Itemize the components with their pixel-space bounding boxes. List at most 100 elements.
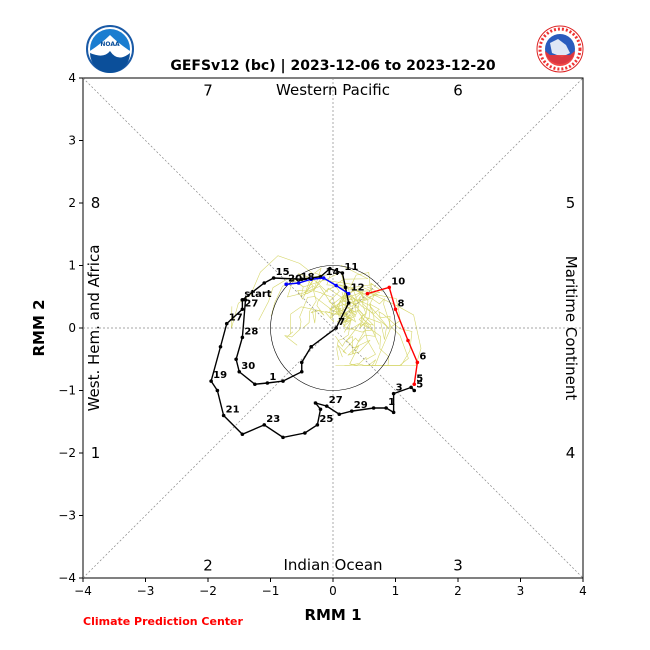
phase-numbers: 7 68 51 42 3 — [91, 82, 576, 575]
ensemble-member-line — [340, 286, 422, 366]
forecast-red-point — [365, 291, 370, 296]
observed-point — [215, 388, 220, 393]
observed-point — [209, 379, 213, 383]
observed-loop-point — [299, 360, 304, 365]
x-tick-label: 2 — [454, 584, 462, 598]
ensemble-member-line — [312, 288, 355, 324]
forecast-blue-point-label: 20 — [288, 273, 302, 284]
x-tick-label: −3 — [137, 584, 155, 598]
phase-number: 1 — [91, 444, 101, 462]
observed-loop-point — [271, 276, 276, 280]
x-tick-label: 4 — [579, 584, 587, 598]
forecast-blue-point — [296, 281, 301, 285]
x-tick-label: 1 — [392, 584, 400, 598]
observed-loop-point — [328, 266, 332, 271]
forecast-blue-point — [321, 276, 326, 280]
phase-number: 7 — [203, 82, 213, 100]
forecast-blue-point-label: 12 — [351, 283, 365, 294]
observed-point — [324, 404, 329, 408]
x-tick-label: −1 — [262, 584, 280, 598]
forecast-blue-point — [309, 277, 313, 282]
observed-point — [281, 435, 285, 440]
forecast-red-point — [387, 285, 392, 290]
observed-loop-point — [240, 335, 245, 340]
forecast-red-point — [406, 338, 410, 343]
observed-loop-point-label: 28 — [244, 326, 258, 337]
y-tick-label: −3 — [58, 509, 76, 523]
svg-text:NOAA: NOAA — [100, 41, 120, 48]
observed-point-label: 19 — [213, 370, 227, 381]
observed-loop-point-label: 7 — [338, 317, 345, 328]
nws-logo — [536, 25, 584, 73]
noaa-logo: NOAA — [86, 25, 134, 73]
phase-number: 2 — [203, 557, 213, 575]
forecast-red-point-label: 6 — [419, 351, 426, 362]
observed-point-label: 27 — [244, 298, 258, 309]
observed-point — [224, 321, 229, 326]
phase-number: 4 — [566, 444, 576, 462]
y-tick-label: 1 — [68, 259, 76, 273]
credit-label: Climate Prediction Center — [83, 615, 243, 628]
region-label-right: Maritime Continent — [562, 256, 580, 401]
y-tick-label: 0 — [68, 321, 76, 335]
region-label-bottom: Indian Ocean — [283, 556, 382, 574]
forecast-red-point — [412, 382, 417, 387]
observed-point — [371, 406, 376, 410]
unit-circle — [270, 265, 396, 391]
forecast-blue-point-label: 18 — [301, 272, 315, 283]
y-tick-label: 4 — [68, 71, 76, 85]
region-label-top: Western Pacific — [276, 81, 390, 99]
observed-loop-point — [262, 281, 267, 285]
ensemble-member-line — [337, 286, 380, 321]
forecast-blue-point — [346, 291, 351, 296]
y-axis-label: RMM 2 — [30, 299, 48, 356]
forecast-blue-point — [334, 283, 338, 288]
observed-loop-point — [334, 326, 338, 330]
observed-point — [240, 307, 245, 312]
observed-loop-point — [237, 369, 242, 374]
observed-point — [218, 344, 223, 349]
observed-loop-point — [265, 381, 270, 385]
observed-point — [315, 423, 320, 427]
observed-point-label: 27 — [329, 395, 343, 406]
observed-loop-point — [243, 298, 248, 302]
forecast-blue-line — [286, 277, 350, 295]
ensemble-member-line — [350, 272, 392, 366]
y-tick-label: −1 — [58, 384, 76, 398]
observed-loop-point — [343, 285, 348, 290]
x-tick-label: 0 — [329, 584, 337, 598]
forecast-red-point — [415, 360, 420, 365]
observed-point-label: 17 — [229, 313, 243, 324]
observed-point — [391, 410, 396, 415]
observed-point-label: 3 — [396, 383, 403, 394]
observed-loop-point-label: 30 — [241, 361, 255, 372]
phase-number: 6 — [453, 82, 463, 100]
y-tick-label: −4 — [58, 571, 76, 585]
forecast-blue-point — [284, 282, 288, 287]
observed-point — [240, 432, 245, 437]
ensemble-member-line — [286, 284, 355, 338]
phase-guide-lines — [82, 77, 584, 579]
observed-point-label: 29 — [354, 400, 368, 411]
ensemble-member-line — [345, 289, 387, 345]
y-tick-label: −2 — [58, 446, 76, 460]
forecast-red-point-label: 8 — [398, 298, 405, 309]
observed-loop-point — [299, 277, 304, 282]
observed-loop-point — [281, 379, 285, 383]
chart-title: GEFSv12 (bc) | 2023-12-06 to 2023-12-20 — [170, 58, 496, 74]
observed-point — [313, 401, 318, 405]
x-tick-label: −4 — [74, 584, 92, 598]
observed-loop-point — [309, 344, 313, 349]
ensemble-member-line — [330, 301, 360, 333]
observed-point-label: 1 — [388, 397, 395, 408]
observed-loop-point — [299, 369, 304, 374]
observed-point — [318, 407, 323, 412]
observed-point — [384, 406, 388, 410]
observed-loop-point — [234, 357, 238, 362]
observed-loop-line — [235, 267, 350, 385]
observed-point — [221, 413, 226, 418]
ensemble-member-line — [337, 299, 371, 366]
